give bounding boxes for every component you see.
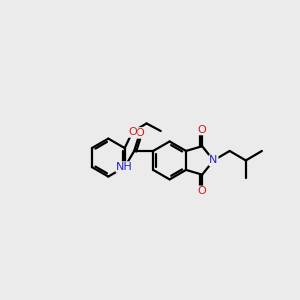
Text: O: O xyxy=(136,128,144,138)
Text: O: O xyxy=(128,127,137,137)
Text: NH: NH xyxy=(116,162,133,172)
Text: O: O xyxy=(198,124,206,134)
Text: O: O xyxy=(198,186,206,197)
Text: N: N xyxy=(209,155,218,165)
